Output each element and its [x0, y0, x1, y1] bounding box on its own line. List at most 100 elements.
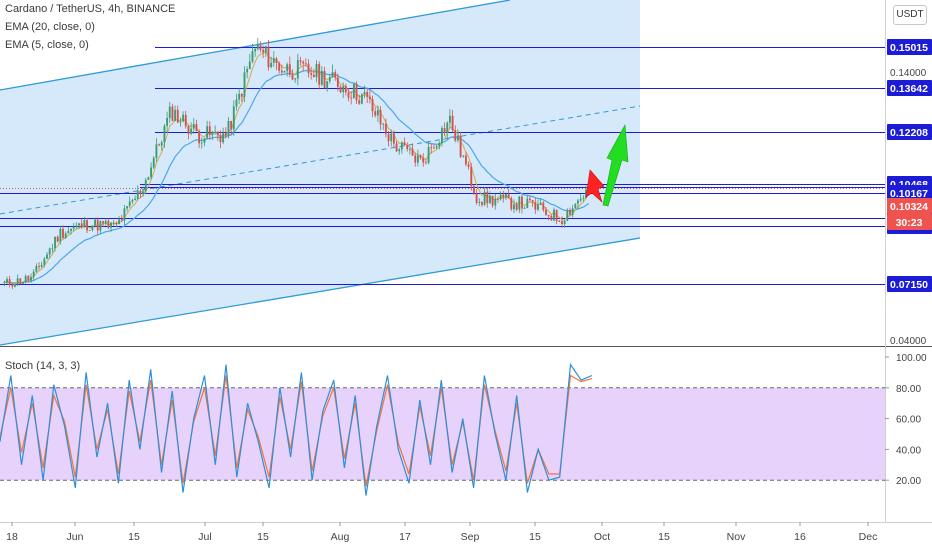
candle-body: [416, 155, 419, 163]
candle-body: [456, 135, 459, 141]
candle-body: [547, 214, 550, 216]
candle-body: [283, 71, 286, 73]
candle-body: [235, 99, 238, 107]
time-axis-label: Sep: [461, 531, 480, 543]
candle-body: [115, 222, 118, 225]
price-level-label-bg: [887, 276, 932, 292]
candle-body: [254, 48, 257, 52]
candle-body: [408, 148, 411, 150]
candle-body: [467, 164, 470, 167]
candle-body: [3, 282, 6, 284]
candle-body: [489, 195, 491, 204]
candle-body: [382, 123, 385, 125]
candle-body: [91, 225, 94, 230]
candle-body: [78, 223, 80, 226]
candle-body: [179, 121, 182, 123]
stoch-axis-label: 40.00: [896, 445, 921, 456]
time-axis-label: Aug: [331, 531, 350, 543]
candle-body: [475, 193, 478, 203]
price-level-label: 0.13642: [890, 83, 928, 95]
price-axis-label: 0.04000: [890, 336, 927, 347]
candle-body: [505, 194, 507, 198]
candle-body: [438, 143, 441, 147]
candle-body: [454, 130, 457, 141]
candle-body: [192, 124, 195, 129]
candle-body: [195, 124, 198, 132]
last-price-label: 0.10324: [890, 201, 928, 213]
candle-body: [355, 83, 358, 101]
green-up-arrow: [602, 123, 629, 207]
candle-body: [411, 148, 414, 156]
candle-body: [328, 77, 331, 82]
candle-body: [406, 145, 409, 150]
candle-body: [571, 208, 574, 215]
candle-body: [123, 208, 126, 221]
candle-body: [446, 122, 449, 134]
currency-button[interactable]: USDT: [893, 5, 927, 25]
stoch-pane: [0, 363, 885, 496]
candle-body: [30, 276, 32, 281]
candle-body: [374, 111, 377, 116]
candle-body: [403, 142, 406, 146]
candle-body: [390, 133, 393, 142]
candle-body: [350, 97, 353, 99]
candle-body: [566, 210, 569, 221]
candle-body: [352, 83, 355, 98]
candle-body: [163, 125, 166, 143]
candle-body: [144, 179, 147, 192]
candle-body: [561, 221, 563, 225]
red-down-arrow: [585, 169, 605, 203]
price-level-label-bg: [887, 80, 932, 96]
stoch-axis-label: 100.00: [896, 353, 927, 364]
price-level-label: 0.10167: [890, 188, 928, 200]
price-level-label-bg: [887, 124, 932, 140]
ema-lines: [4, 50, 590, 285]
candle-body: [80, 223, 83, 228]
candle-body: [550, 215, 553, 221]
candle-body: [427, 147, 430, 163]
candle-body: [555, 209, 558, 222]
candle-body: [529, 198, 531, 201]
candle-body: [152, 158, 155, 168]
candle-body: [334, 72, 337, 78]
arrow-annotations: [585, 123, 629, 207]
candle-body: [286, 64, 289, 72]
horizontal-levels: [0, 47, 885, 285]
candle-body: [392, 133, 395, 144]
time-axis-label: Jul: [198, 531, 211, 543]
candle-body: [523, 208, 526, 209]
candle-body: [443, 128, 446, 134]
candle-body: [531, 200, 534, 203]
ema20-line: [4, 69, 590, 284]
candle-body: [88, 229, 91, 231]
last-price-label-bg: [887, 198, 932, 214]
candle-body: [64, 233, 67, 238]
candle-body: [59, 228, 62, 242]
candle-body: [166, 117, 169, 126]
time-axis-label: Dec: [859, 531, 878, 543]
candle-body: [318, 63, 321, 85]
candle-body: [486, 191, 489, 204]
candle-body: [27, 276, 30, 281]
candle-body: [43, 258, 46, 265]
candle-body: [6, 279, 8, 283]
candle-body: [296, 60, 299, 79]
candle-body: [150, 167, 153, 178]
candle-body: [264, 46, 267, 53]
candle-body: [184, 114, 187, 127]
candle-body: [539, 202, 542, 205]
candle-body: [395, 143, 398, 152]
candle-body: [542, 202, 545, 210]
candle-body: [323, 70, 326, 88]
candle-body: [342, 86, 345, 93]
candle-body: [336, 77, 339, 87]
candle-body: [497, 198, 499, 200]
candle-body: [176, 109, 179, 123]
candle-body: [414, 155, 417, 163]
stoch-legend: Stoch (14, 3, 3): [5, 360, 81, 372]
candle-body: [558, 221, 561, 222]
stoch-axis-label: 60.00: [896, 415, 921, 426]
time-axis-label: 15: [529, 531, 541, 543]
candle-body: [251, 51, 254, 62]
